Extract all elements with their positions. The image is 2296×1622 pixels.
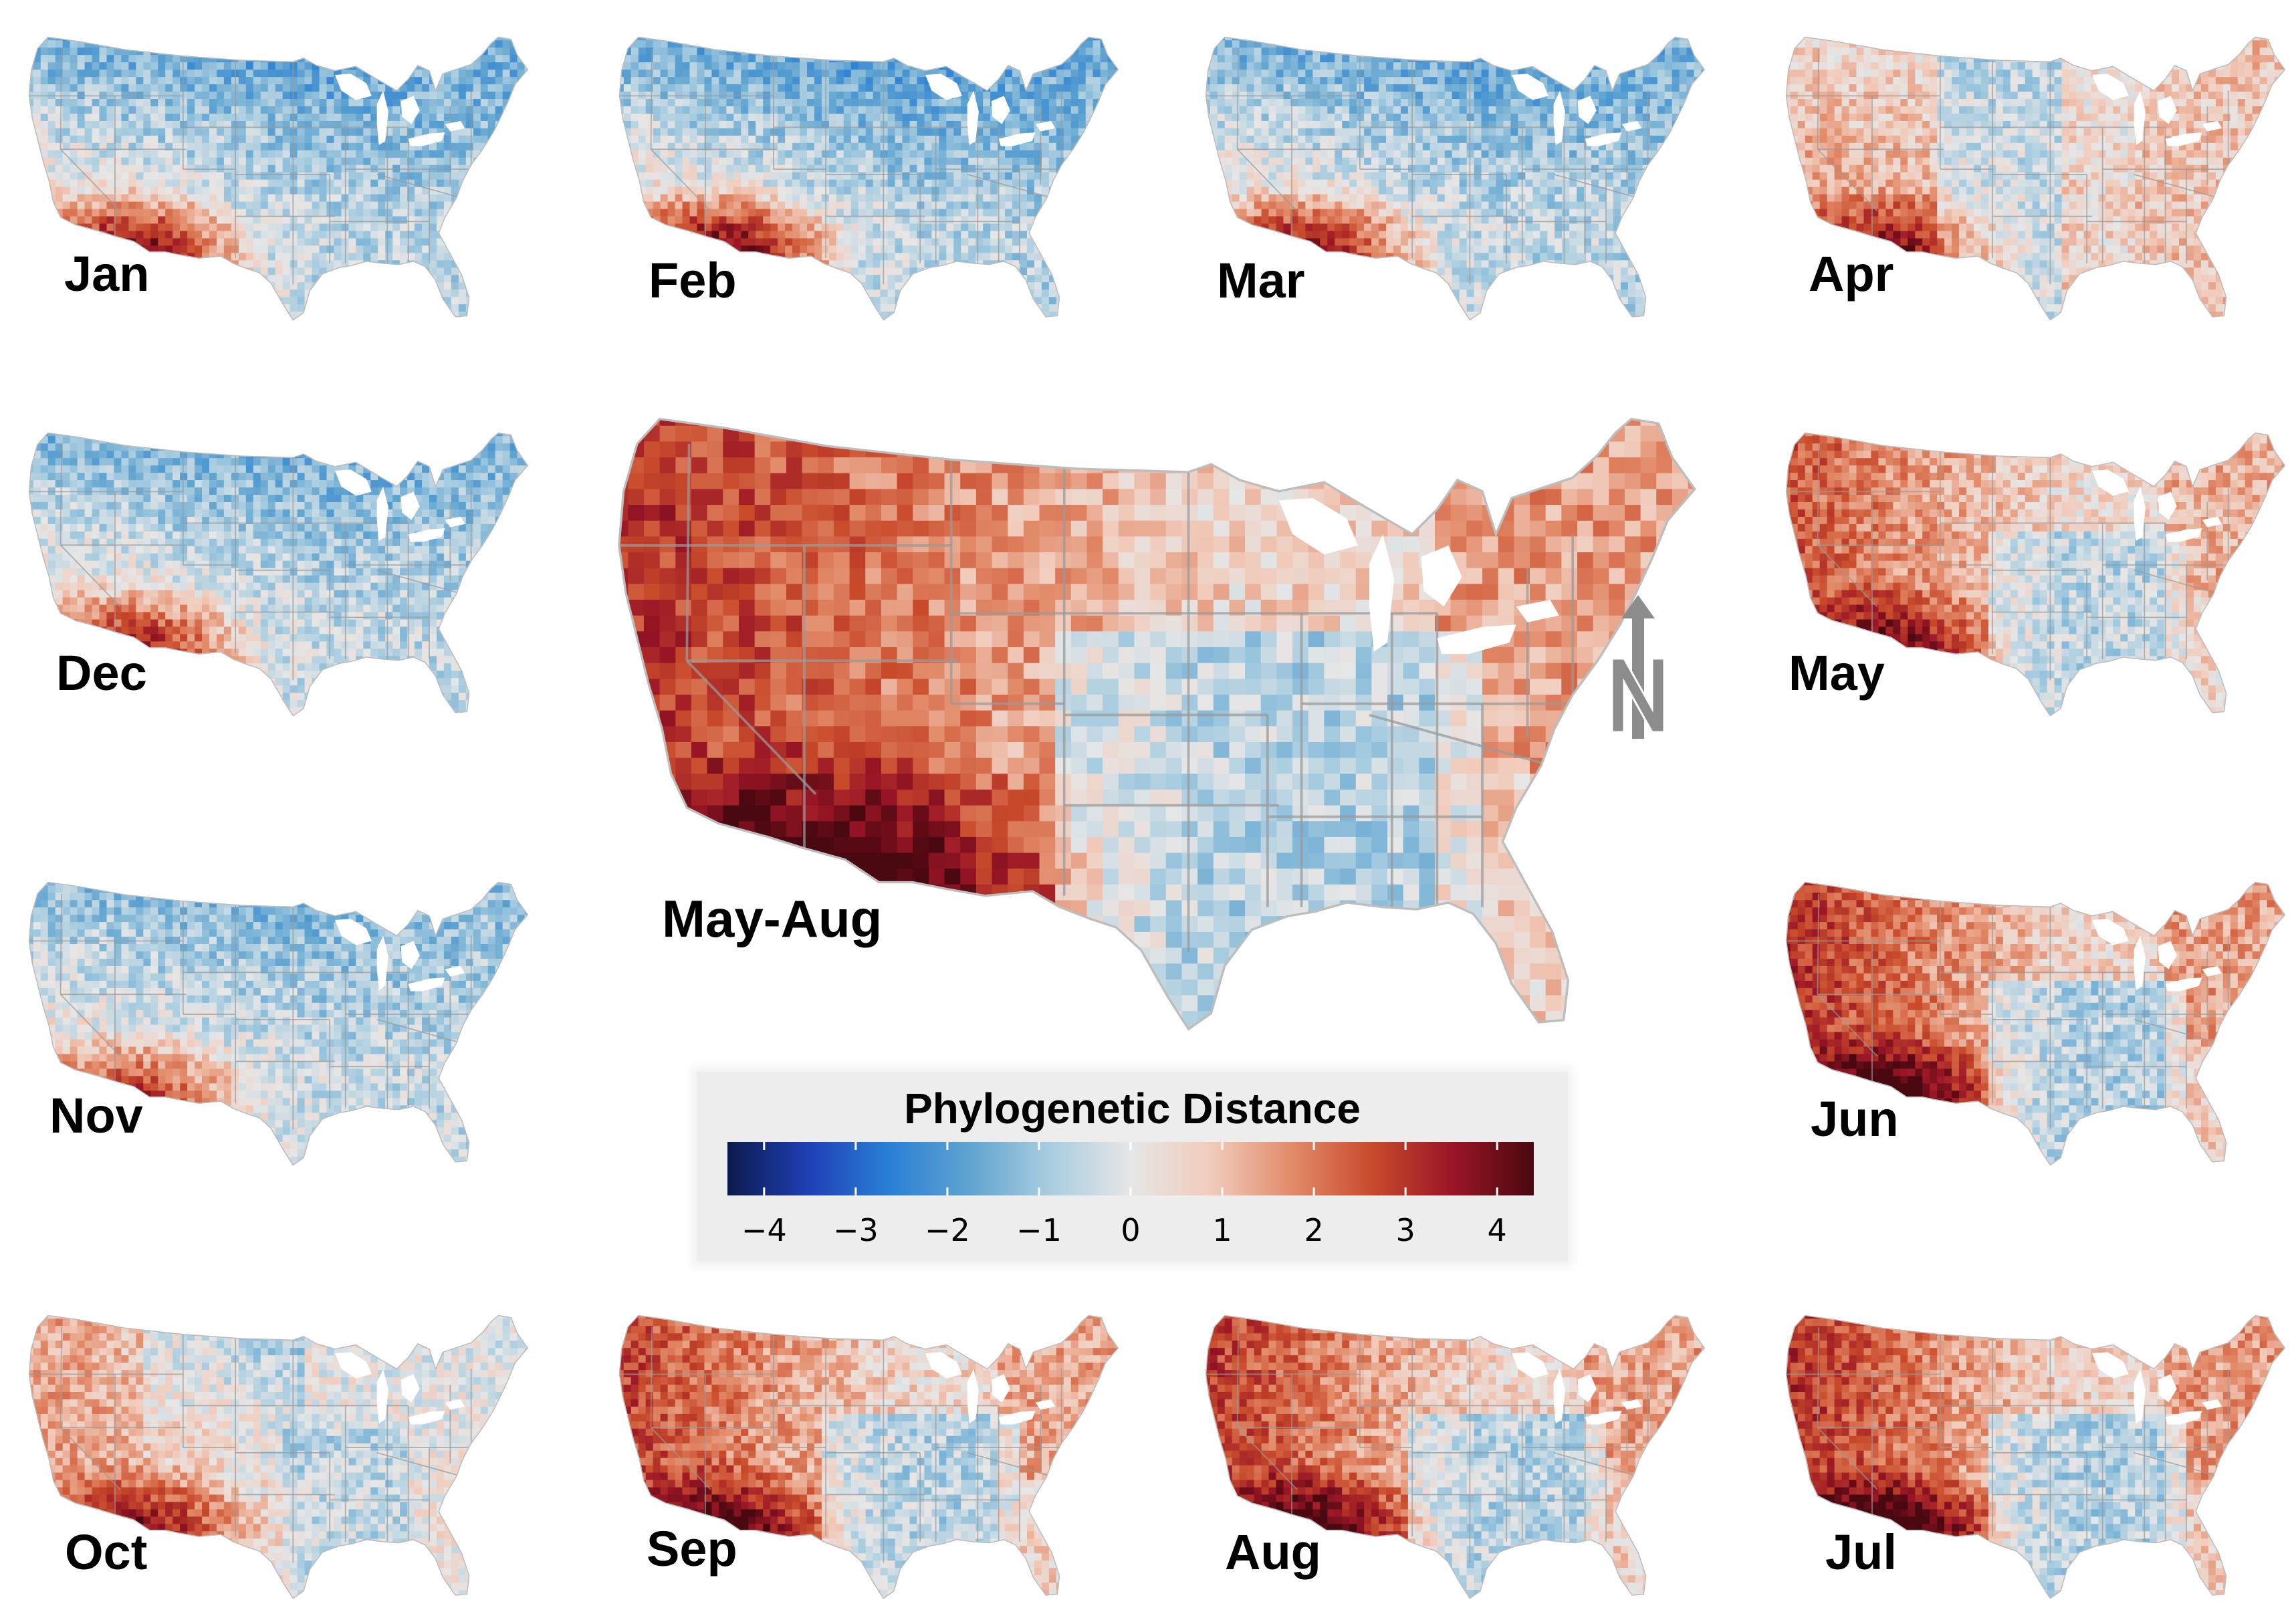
legend-tick: 2 <box>1304 1212 1323 1248</box>
legend-tick: −3 <box>833 1212 879 1248</box>
map-panel-mar: Mar <box>1185 12 1713 326</box>
map-oct <box>28 1314 529 1599</box>
legend-tick: 3 <box>1395 1212 1415 1248</box>
map-mar <box>1205 36 1706 321</box>
map-panel-apr: Apr <box>1765 12 2293 326</box>
month-label-jun: Jun <box>1811 1094 1899 1144</box>
legend-title: Phylogenetic Distance <box>697 1084 1568 1133</box>
legend-tick: −2 <box>925 1212 970 1248</box>
map-panel-may-aug: May-Aug <box>578 361 1708 1046</box>
map-sep <box>618 1314 1119 1599</box>
map-aug <box>1205 1314 1706 1599</box>
color-legend: Phylogenetic Distance −4 −3 −2 −1 0 1 2 … <box>697 1072 1568 1262</box>
map-panel-jan: Jan <box>8 12 536 326</box>
map-apr <box>1785 36 2286 321</box>
map-panel-nov: Nov <box>8 857 536 1171</box>
map-jan <box>28 36 529 321</box>
month-label-sep: Sep <box>647 1524 737 1574</box>
legend-tick: −4 <box>741 1212 787 1248</box>
month-label-may-aug: May-Aug <box>662 893 882 945</box>
legend-tick: 4 <box>1488 1212 1507 1248</box>
map-may <box>1785 432 2286 717</box>
map-panel-oct: Oct <box>8 1290 536 1605</box>
month-label-may: May <box>1789 649 1885 698</box>
month-label-mar: Mar <box>1217 256 1305 306</box>
legend-tick: 0 <box>1121 1212 1140 1248</box>
map-nov <box>28 881 529 1166</box>
map-panel-aug: Aug <box>1185 1290 1713 1605</box>
map-jul <box>1785 1314 2286 1599</box>
map-panel-sep: Sep <box>598 1290 1127 1605</box>
month-label-nov: Nov <box>49 1091 143 1141</box>
legend-colorbar <box>727 1142 1534 1195</box>
map-jun <box>1785 881 2286 1166</box>
month-label-jul: Jul <box>1825 1528 1897 1577</box>
month-label-apr: Apr <box>1809 249 1893 299</box>
month-label-jan: Jan <box>64 249 150 299</box>
month-label-aug: Aug <box>1225 1528 1321 1577</box>
month-label-oct: Oct <box>65 1528 147 1577</box>
legend-tick: −1 <box>1016 1212 1062 1248</box>
map-panel-jul: Jul <box>1765 1290 2293 1605</box>
map-feb <box>618 36 1119 321</box>
north-arrow-icon <box>1608 595 1668 739</box>
map-panel-feb: Feb <box>598 12 1127 326</box>
map-panel-jun: Jun <box>1765 857 2293 1171</box>
map-dec <box>28 432 529 717</box>
month-label-dec: Dec <box>56 649 147 698</box>
map-panel-dec: Dec <box>8 408 536 722</box>
month-label-feb: Feb <box>649 256 737 306</box>
map-panel-may: May <box>1765 408 2293 722</box>
map-may-aug <box>618 417 1696 1031</box>
legend-tick: 1 <box>1212 1212 1232 1248</box>
